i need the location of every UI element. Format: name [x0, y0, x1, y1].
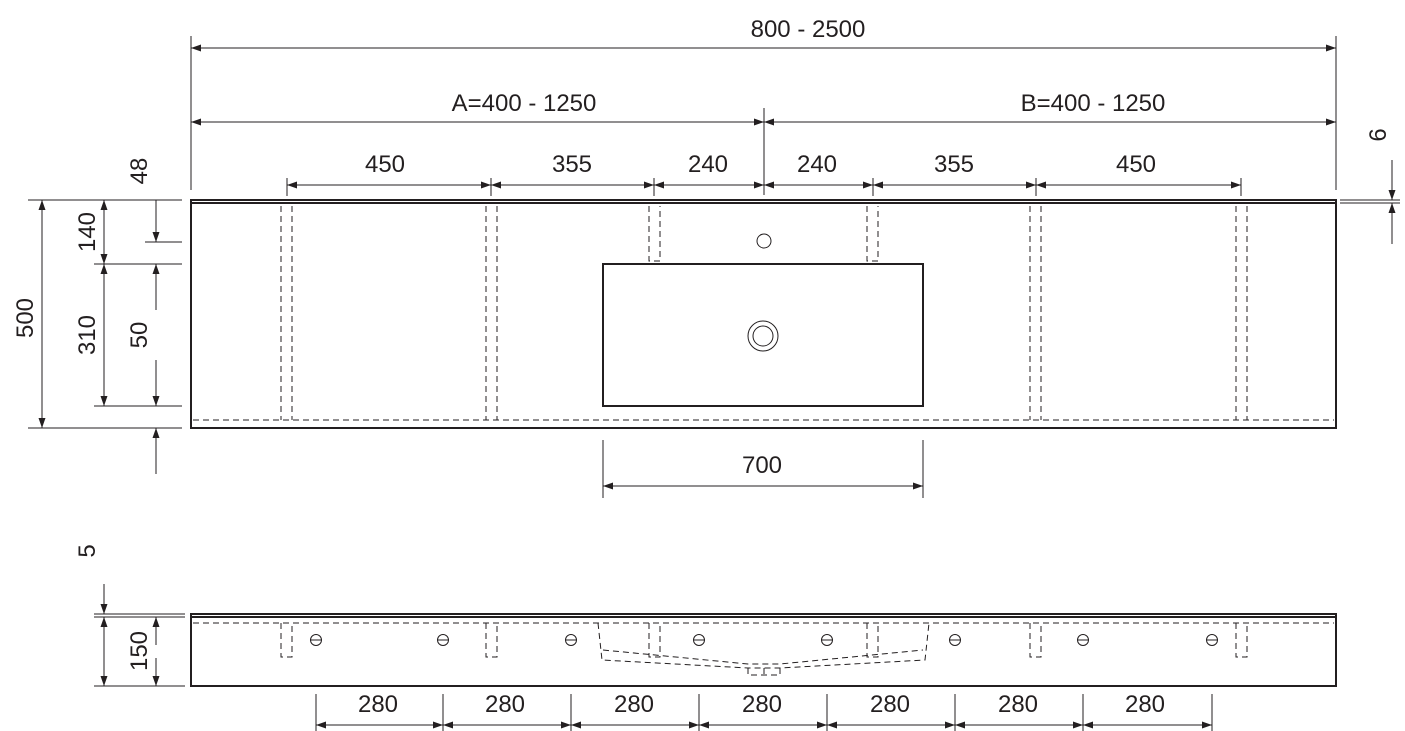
front-outline [190, 613, 1337, 687]
basin-drain-inner [752, 325, 774, 347]
label-back-offset: 48 [126, 158, 153, 185]
label-spacing-3: 240 [688, 151, 728, 178]
hidden-drain [747, 668, 781, 676]
label-hole-2: 280 [485, 691, 525, 718]
label-spacing-6: 450 [1116, 151, 1156, 178]
front-dimension-lines [100, 584, 1212, 729]
label-section-a: A=400 - 1250 [452, 90, 597, 117]
top-view: 800 - 2500 A=400 - 1250 B=400 - 1250 450… [12, 16, 1400, 498]
label-depth-upper: 140 [74, 212, 101, 252]
top-view-labels: 800 - 2500 A=400 - 1250 B=400 - 1250 450… [12, 16, 1392, 479]
countertop-outline [190, 199, 1337, 429]
label-height: 150 [126, 631, 153, 671]
label-section-b: B=400 - 1250 [1021, 90, 1166, 117]
label-overall-width: 800 - 2500 [751, 16, 866, 43]
label-top-thickness: 5 [74, 544, 101, 557]
front-hidden-brackets [280, 623, 1248, 658]
hidden-basin-inner [602, 649, 924, 665]
label-rim-thickness: 6 [1365, 128, 1392, 141]
label-depth-total: 500 [12, 298, 39, 338]
label-spacing-1: 450 [365, 151, 405, 178]
label-hole-4: 280 [742, 691, 782, 718]
hidden-basin-profile [597, 622, 930, 669]
label-hole-6: 280 [998, 691, 1038, 718]
label-hole-5: 280 [870, 691, 910, 718]
label-front-offset: 50 [126, 322, 153, 349]
label-hole-1: 280 [358, 691, 398, 718]
label-hole-3: 280 [614, 691, 654, 718]
label-spacing-4: 240 [797, 151, 837, 178]
mounting-holes [310, 634, 1218, 646]
label-spacing-5: 355 [934, 151, 974, 178]
label-spacing-2: 355 [552, 151, 592, 178]
tap-hole [756, 233, 772, 249]
front-view: 5 150 280 280 280 280 280 280 280 [74, 544, 1337, 731]
basin-outline [602, 263, 924, 407]
hidden-brackets [280, 206, 1248, 420]
dimension-lines [38, 44, 1396, 490]
basin-drain-outer [747, 320, 779, 352]
label-depth-basin: 310 [74, 315, 101, 355]
label-basin-width: 700 [742, 452, 782, 479]
label-hole-7: 280 [1125, 691, 1165, 718]
front-view-labels: 5 150 280 280 280 280 280 280 280 [74, 544, 1165, 718]
